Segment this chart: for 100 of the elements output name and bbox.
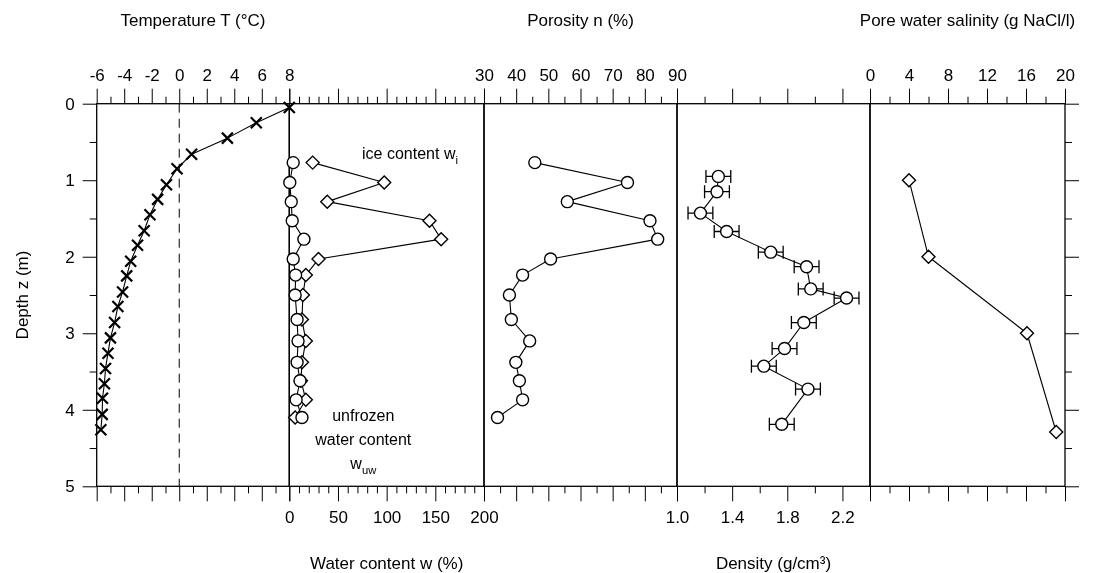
point [711, 169, 726, 184]
point [311, 251, 326, 267]
point [293, 374, 307, 388]
y-tick-label: 0 [65, 94, 75, 114]
x-tick-label: 12 [978, 66, 997, 85]
point [1049, 424, 1064, 440]
point [777, 341, 792, 356]
point [288, 288, 302, 302]
x-tick-label: 0 [285, 507, 295, 527]
point [290, 312, 304, 327]
point [651, 232, 665, 246]
x-tick-label: -6 [89, 66, 105, 85]
y-tick-label: 5 [65, 477, 75, 497]
x2-axis-title: Porosity n (%) [527, 11, 634, 30]
point [643, 214, 657, 228]
point [289, 393, 303, 407]
x-tick-label: 2 [202, 66, 212, 85]
x-axis-title: Water content w (%) [309, 554, 464, 573]
point [528, 155, 542, 170]
point [1019, 326, 1035, 341]
point [295, 410, 309, 425]
point [101, 346, 115, 360]
x-tick-label: 50 [329, 507, 348, 527]
x-tick-label: 1.0 [665, 507, 690, 527]
point [801, 382, 815, 396]
x-tick-label: 100 [372, 507, 402, 527]
point [111, 299, 125, 314]
point [286, 252, 300, 266]
x-tick-label: 60 [571, 66, 591, 85]
point [377, 175, 392, 190]
point [901, 173, 917, 188]
point [290, 355, 304, 370]
point [509, 355, 523, 370]
point [719, 224, 734, 239]
x-tick-label: -4 [117, 66, 133, 85]
annotation: unfrozen water content w$_{uw}$ [314, 407, 412, 477]
point [283, 175, 297, 190]
x-axis-title: Density (g/cm³) [715, 554, 832, 573]
point [757, 359, 771, 373]
x-tick-label: 150 [421, 507, 451, 527]
point [95, 407, 109, 421]
x-tick-label: 1.8 [775, 507, 800, 527]
annotation: ice content w$_{i}$ [362, 145, 458, 167]
point [94, 423, 108, 437]
point [522, 334, 537, 348]
point [710, 185, 724, 199]
point [515, 268, 530, 282]
point [504, 312, 519, 327]
point [305, 155, 320, 170]
point [502, 288, 517, 302]
x-tick-label: 40 [507, 66, 527, 85]
x-tick-label: 8 [285, 66, 295, 85]
point [220, 131, 234, 145]
x-tick-label: 1.4 [720, 507, 745, 527]
x-tick-label: 70 [603, 66, 623, 85]
x-tick-label: 90 [668, 66, 687, 85]
point [543, 252, 558, 266]
point [137, 224, 151, 238]
point [159, 178, 174, 192]
x-tick-label: 0 [865, 66, 876, 85]
y-tick-label: 2 [65, 247, 75, 267]
point [286, 155, 300, 170]
point [291, 334, 305, 348]
x-tick-label: 4 [904, 66, 915, 85]
x-tick-label: 6 [257, 66, 268, 85]
point [422, 213, 437, 228]
x-tick-label: 0 [175, 66, 185, 85]
point [185, 147, 199, 161]
point [512, 374, 527, 388]
x-tick-label: 30 [475, 66, 494, 85]
point [124, 254, 138, 268]
point [249, 116, 263, 130]
y-axis-title: Depth z (m) [13, 250, 33, 340]
point [130, 238, 145, 252]
point [560, 194, 575, 209]
point [764, 245, 778, 259]
x-tick-label: 2.2 [831, 507, 855, 527]
point [284, 194, 298, 209]
x-tick-label: 16 [1017, 66, 1036, 85]
x-tick-label: 50 [539, 66, 559, 85]
point [515, 393, 530, 407]
point [921, 249, 936, 264]
point [797, 315, 811, 330]
x2-axis-title: Temperature T (°C) [120, 11, 266, 30]
point [297, 232, 311, 246]
point [143, 208, 157, 222]
x-tick-label: 8 [943, 66, 954, 85]
point [775, 417, 789, 432]
y-tick-label: 1 [65, 171, 75, 191]
x-tick-label: 80 [635, 66, 655, 85]
point [839, 291, 854, 305]
x-tick-label: -2 [144, 66, 160, 85]
x-tick-label: 200 [470, 507, 499, 527]
x-tick-label: 20 [1056, 66, 1075, 85]
point [804, 282, 818, 296]
point [103, 331, 118, 345]
point [151, 192, 165, 206]
point [490, 410, 505, 425]
y-tick-label: 4 [65, 400, 75, 420]
point [320, 194, 335, 209]
